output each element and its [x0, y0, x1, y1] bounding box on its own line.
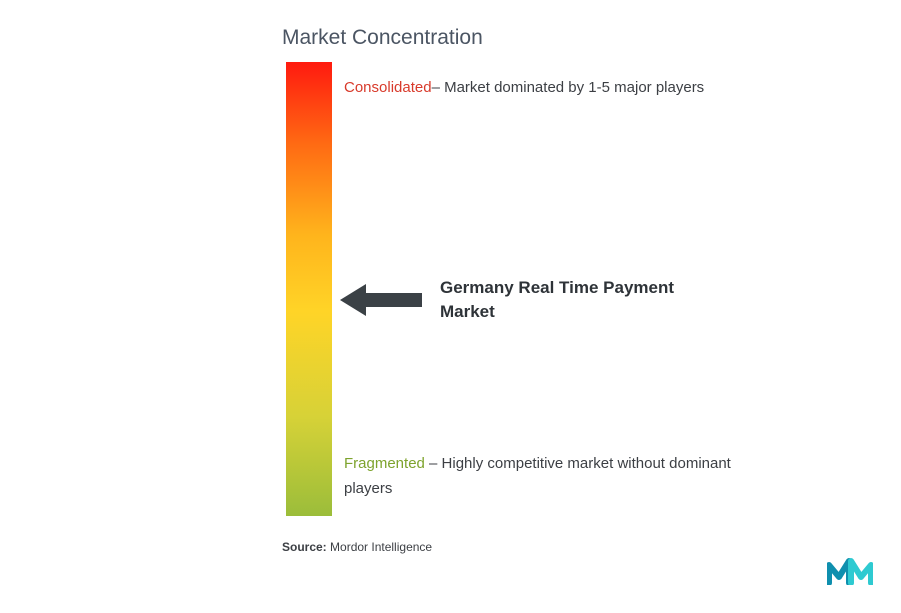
- arrow-left-icon: [340, 281, 422, 319]
- concentration-gradient-bar: [286, 62, 332, 516]
- arrow-shape: [340, 284, 422, 316]
- fragmented-label: Fragmented – Highly competitive market w…: [344, 452, 764, 502]
- infographic-canvas: Market Concentration Consolidated– Marke…: [0, 0, 901, 613]
- source-label: Source:: [282, 540, 327, 554]
- fragmented-key: Fragmented: [344, 455, 425, 472]
- market-name: Germany Real Time Payment Market: [440, 276, 720, 324]
- consolidated-desc: – Market dominated by 1-5 major players: [432, 79, 705, 96]
- chart-title: Market Concentration: [282, 26, 483, 50]
- consolidated-label: Consolidated– Market dominated by 1-5 ma…: [344, 76, 724, 101]
- market-pointer: Germany Real Time Payment Market: [340, 276, 720, 324]
- brand-logo-icon: [827, 555, 873, 585]
- consolidated-key: Consolidated: [344, 79, 432, 96]
- source-value: Mordor Intelligence: [330, 540, 432, 554]
- source-line: Source: Mordor Intelligence: [282, 540, 432, 554]
